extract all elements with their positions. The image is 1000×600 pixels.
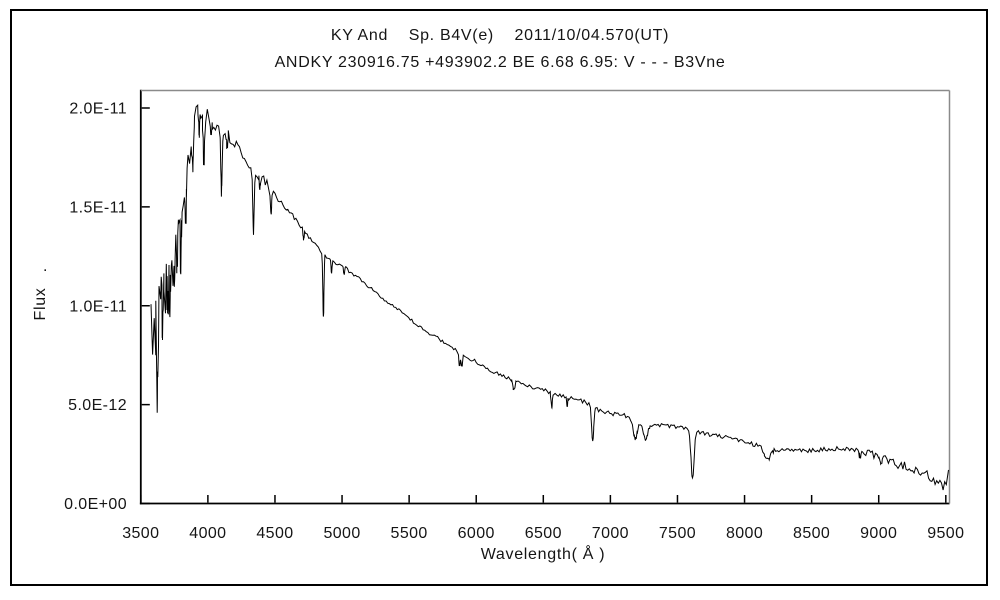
x-tick-label: 8000 <box>726 525 763 542</box>
x-tick-label: 4500 <box>256 525 293 542</box>
y-tick-label: 1.0E-11 <box>69 298 127 315</box>
x-tick-label: 9000 <box>860 525 897 542</box>
x-tick-label: 5000 <box>323 525 360 542</box>
outer-border <box>10 9 988 586</box>
y-tick-label: 1.5E-11 <box>69 199 127 216</box>
y-tick-label: 5.0E-12 <box>68 397 127 414</box>
plot-title: KY And Sp. B4V(e) 2011/10/04.570(UT) <box>330 27 670 44</box>
x-tick-label: 6500 <box>525 525 562 542</box>
x-tick-label: 6000 <box>458 525 495 542</box>
y-axis-label-dot: . <box>43 258 48 275</box>
x-tick-label: 8500 <box>793 525 830 542</box>
x-axis-label: Wavelength( Å ) <box>480 546 606 563</box>
x-tick-label: 4000 <box>189 525 226 542</box>
x-tick-label: 5500 <box>391 525 428 542</box>
y-tick-label: 2.0E-11 <box>69 101 127 118</box>
y-tick-label: 0.0E+00 <box>64 496 127 513</box>
x-tick-label: 9500 <box>927 525 964 542</box>
x-tick-label: 3500 <box>122 525 159 542</box>
plot-subtitle: ANDKY 230916.75 +493902.2 BE 6.68 6.95: … <box>274 54 726 71</box>
x-tick-label: 7500 <box>659 525 696 542</box>
spectrum-line <box>150 103 949 491</box>
x-tick-label: 7000 <box>592 525 629 542</box>
